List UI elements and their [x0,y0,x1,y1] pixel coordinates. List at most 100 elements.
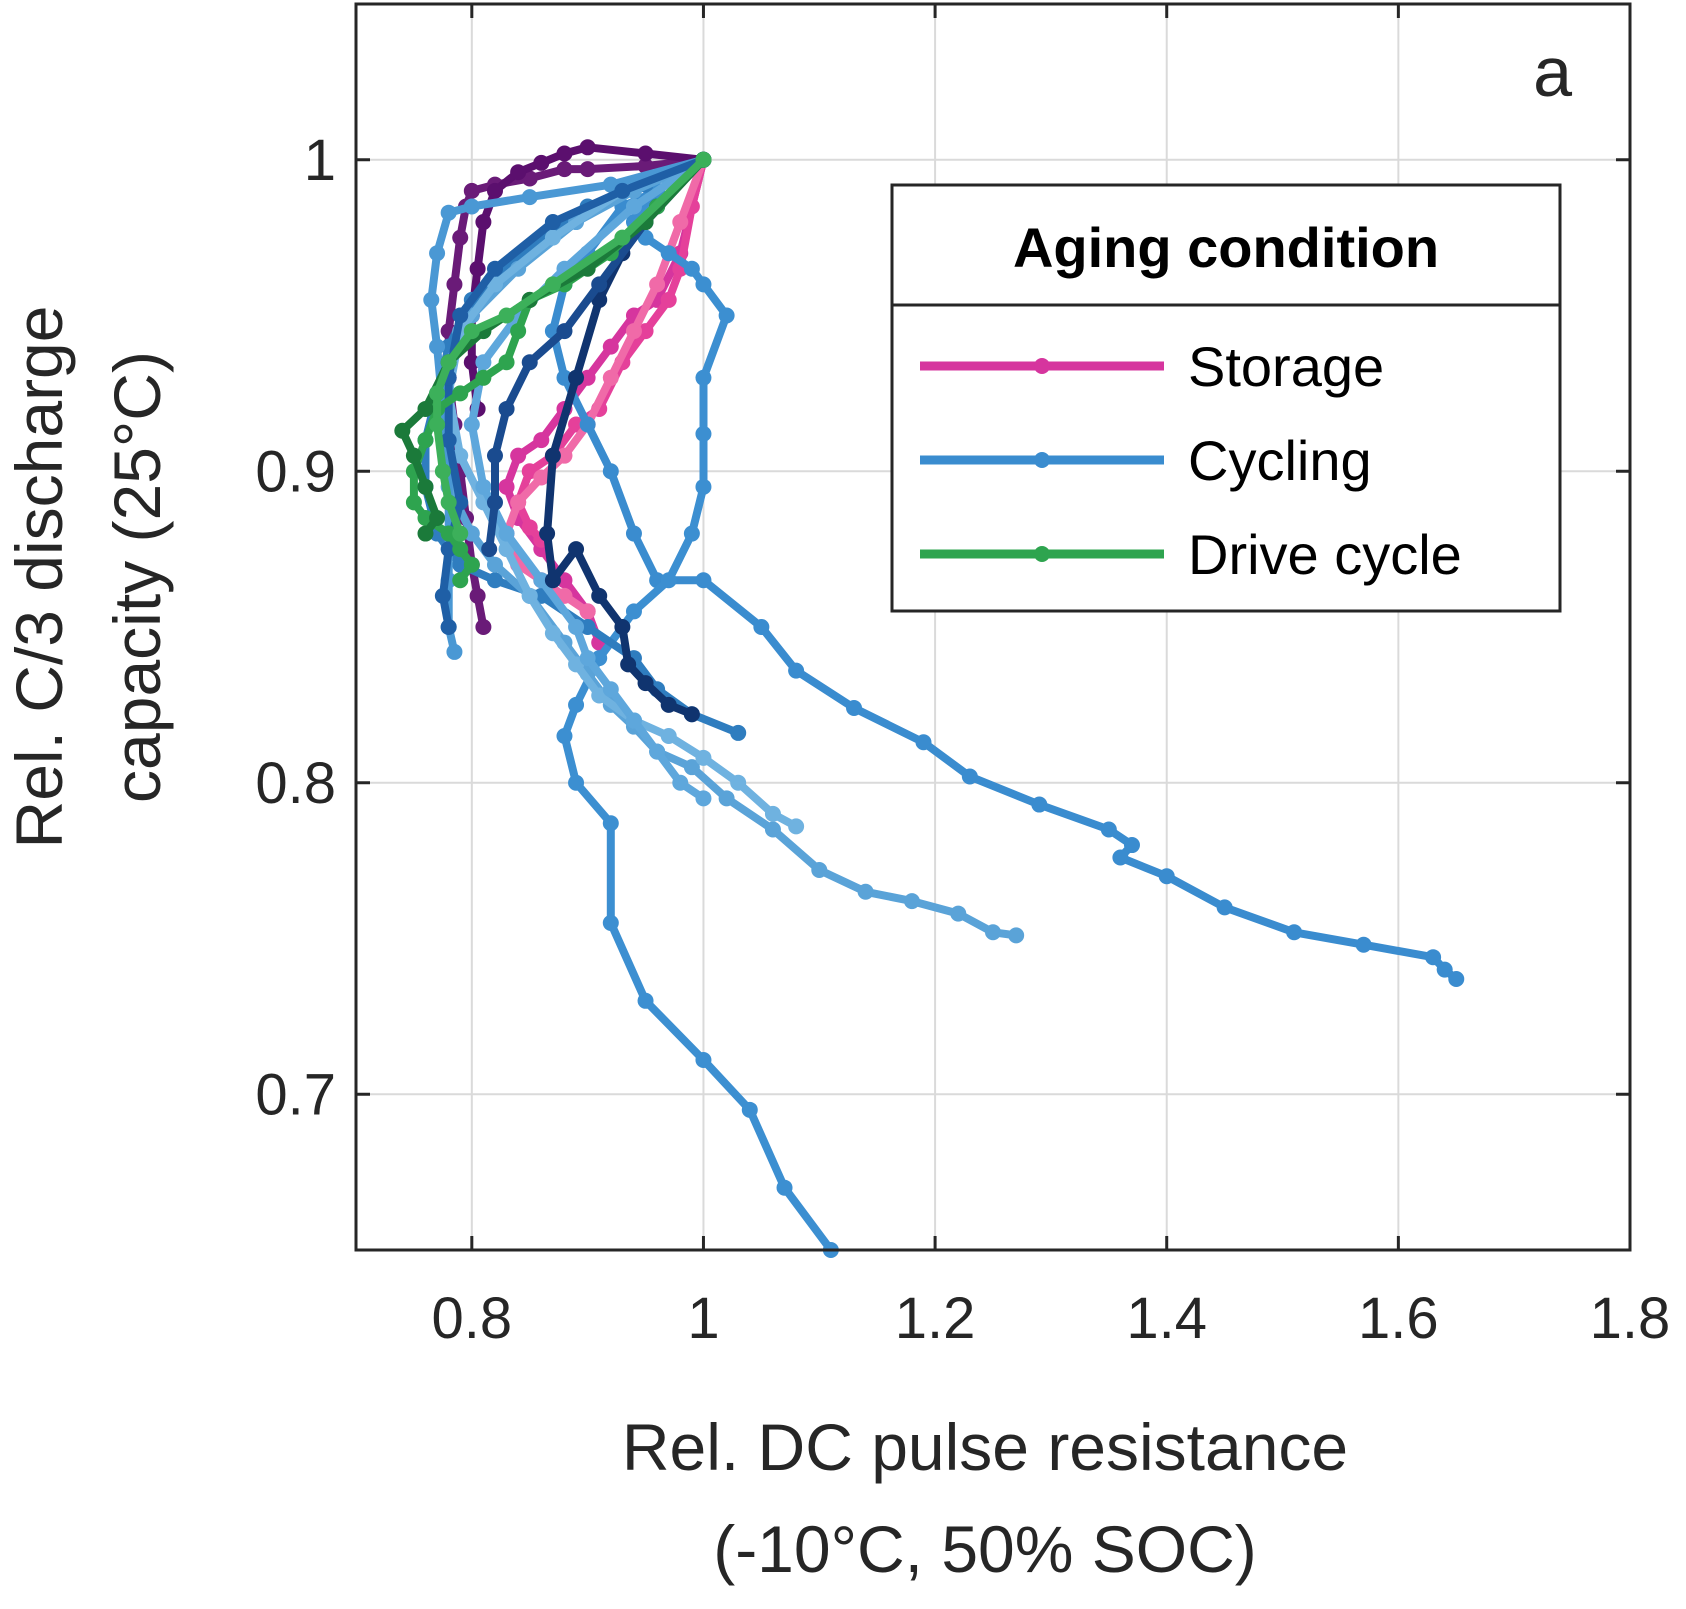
data-point [440,494,457,511]
data-point [637,675,654,692]
x-tick-label: 1.6 [1358,1286,1439,1351]
data-point [591,587,608,604]
data-point [417,432,434,449]
data-point [625,525,642,542]
y-tick-label: 0.8 [255,751,336,816]
data-point [660,572,677,589]
data-point [463,323,480,340]
data-point [486,260,503,277]
x-tick-label: 0.8 [431,1286,512,1351]
data-point [602,815,619,832]
data-point [452,572,469,589]
data-point [463,556,480,573]
y-tick-label: 0.9 [255,439,336,504]
data-point [463,416,480,433]
legend-label: Storage [1188,335,1384,398]
data-point [788,818,805,835]
x-axis-label: Rel. DC pulse resistance (-10°C, 50% SOC… [622,1410,1348,1586]
data-point [1008,927,1025,944]
data-point [1355,936,1372,953]
data-point [1112,849,1129,866]
data-point [544,229,561,246]
data-point [857,883,874,900]
data-point [429,385,446,402]
x-axis-label-line-2: (-10°C, 50% SOC) [713,1512,1257,1586]
data-point [1031,796,1048,813]
data-point [417,400,434,417]
data-point [718,790,735,807]
data-point [556,447,573,464]
data-point [568,369,585,386]
data-point [486,556,503,573]
data-point [475,354,492,371]
data-point [672,774,689,791]
y-axis-label-line-1: Rel. C/3 discharge [2,306,76,849]
data-point [695,1051,712,1068]
data-point [463,354,480,371]
data-point [452,229,469,246]
data-point [498,525,515,542]
data-point [579,619,596,635]
data-point [521,587,538,604]
data-point [568,541,585,558]
data-point [510,494,527,511]
data-point [649,743,666,760]
legend-title: Aging condition [1013,216,1439,279]
data-point [579,161,596,178]
data-point [486,572,503,589]
data-point [764,805,781,822]
data-point [556,369,573,386]
data-point [614,229,631,246]
legend-label: Drive cycle [1188,523,1462,586]
data-point [463,182,480,199]
series-layer [394,139,1465,1258]
legend-box [890,183,1562,613]
data-point [394,422,411,439]
data-point [486,182,503,199]
data-point [1436,961,1453,978]
data-point [521,189,538,206]
data-point [637,323,654,340]
y-axis-label: Rel. C/3 discharge capacity (25°C) [2,306,174,849]
data-point [625,198,642,215]
data-point [1216,899,1233,916]
legend-swatch-marker [1034,358,1050,374]
data-point [498,307,515,324]
data-point [602,338,619,355]
data-point [452,525,469,542]
data-point [1425,949,1442,966]
data-point [579,650,596,667]
data-point [602,463,619,480]
data-point [440,432,457,449]
data-point [1158,868,1175,885]
data-point [614,182,631,199]
data-point [498,400,515,417]
data-point [469,260,486,277]
data-point [510,323,527,340]
data-point [730,774,747,791]
data-point [475,478,492,495]
data-point [544,572,561,589]
data-point [544,447,561,464]
data-point [1100,821,1117,838]
data-point [486,447,503,464]
data-point [695,790,712,807]
data-point [452,307,469,324]
data-point [625,712,642,729]
data-point [475,214,492,231]
data-point [452,385,469,402]
x-tick-label: 1 [687,1286,719,1351]
x-tick-label: 1.8 [1590,1286,1671,1351]
series-cycling-11 [463,151,712,807]
data-point [446,276,463,293]
data-point [625,603,642,620]
data-point [718,307,735,324]
series-line [548,155,1461,983]
data-point [730,724,747,741]
x-axis-label-line-1: Rel. DC pulse resistance [622,1410,1348,1484]
series-cycling-6 [556,151,839,1258]
data-point [544,625,561,642]
data-point [683,525,700,542]
data-point [660,245,677,262]
